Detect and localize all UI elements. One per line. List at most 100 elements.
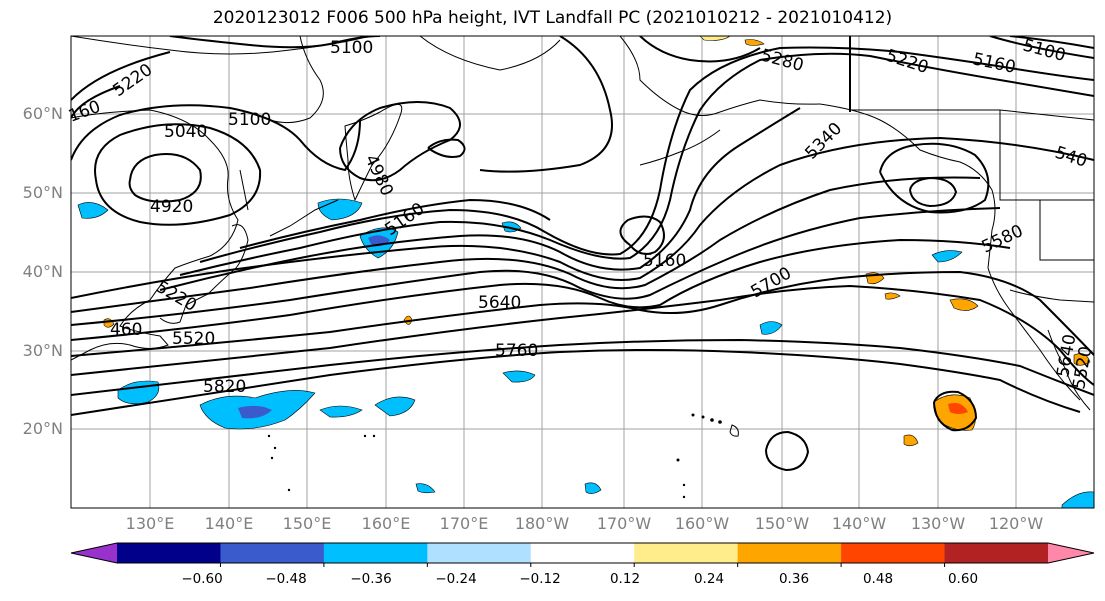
contour-closed-hawaii bbox=[765, 430, 810, 472]
ivt-negative-patch bbox=[584, 482, 602, 494]
ivt-negative-patch bbox=[374, 396, 416, 417]
contour-label-group: 5100 5220 5280 5220 5160 5100 160 5040 5… bbox=[66, 36, 1097, 397]
lon-label: 160°E bbox=[361, 514, 411, 533]
plot-frame bbox=[70, 35, 1095, 509]
lon-label: 140°W bbox=[831, 514, 887, 533]
lon-label: 170°E bbox=[439, 514, 489, 533]
colorbar-segment bbox=[944, 543, 1049, 563]
islands bbox=[267, 413, 722, 499]
alaska-west bbox=[619, 36, 821, 116]
kamchatka bbox=[344, 104, 403, 202]
ivt-positive-patch bbox=[949, 298, 979, 311]
colorbar-tick-label: −0.24 bbox=[435, 571, 477, 587]
lat-label: 20°N bbox=[22, 419, 63, 438]
japan bbox=[159, 224, 249, 324]
ivt-positive-patch bbox=[884, 292, 901, 300]
ivt-negative-patch bbox=[77, 202, 109, 219]
contour-label: 5100 bbox=[228, 110, 271, 130]
colorbar-extend-low bbox=[71, 543, 117, 563]
contour-5160 bbox=[71, 36, 1094, 255]
contour-closed-bering bbox=[427, 138, 466, 158]
colorbar-segment bbox=[220, 543, 325, 563]
contour-5460 bbox=[71, 176, 981, 313]
lat-label: 60°N bbox=[22, 104, 63, 123]
lon-label: 130°E bbox=[125, 514, 175, 533]
ivt-negative-patch bbox=[759, 321, 783, 335]
lat-label: 50°N bbox=[22, 183, 63, 202]
map-title: 2020123012 F006 500 hPa height, IVT Land… bbox=[212, 8, 893, 28]
contour-4920 bbox=[128, 153, 202, 203]
ivt-shading bbox=[77, 36, 1094, 508]
contour-5340 bbox=[159, 107, 801, 291]
chukotka bbox=[419, 36, 561, 71]
ivt-negative-patch bbox=[415, 483, 436, 494]
colorbar-tick-label: 0.12 bbox=[609, 571, 641, 587]
colorbar-segment bbox=[323, 543, 428, 563]
ivt-positive-patch bbox=[1073, 353, 1091, 366]
contour-closed-gulf bbox=[879, 142, 990, 214]
lon-label: 170°W bbox=[596, 514, 652, 533]
kurils bbox=[269, 199, 339, 237]
contour-5580 bbox=[71, 238, 1011, 341]
contour-5640 bbox=[71, 270, 1094, 357]
ivt-positive-patch bbox=[744, 39, 765, 46]
contour-5760 bbox=[71, 338, 1094, 396]
colorbar-segment bbox=[634, 543, 739, 563]
contour-5520 bbox=[71, 207, 1001, 326]
contour-label: 5760 bbox=[495, 341, 538, 361]
contour-label: 5040 bbox=[164, 122, 207, 142]
colorbar-segment bbox=[737, 543, 842, 563]
alaska-peninsula bbox=[639, 129, 721, 166]
colorbar-tick-label: −0.36 bbox=[350, 571, 392, 587]
contour-5820 bbox=[71, 349, 1081, 416]
colorbar-tick-label: 0.36 bbox=[778, 571, 810, 587]
contour-5700 bbox=[71, 284, 1094, 386]
lat-label: 30°N bbox=[22, 341, 63, 360]
ivt-negative-patch bbox=[319, 405, 363, 418]
ivt-negative-patch bbox=[931, 250, 963, 263]
graticule bbox=[71, 36, 1094, 508]
contour-5220 bbox=[71, 46, 1094, 263]
gulf-of-alaska-coast bbox=[819, 103, 1081, 401]
hawaii-island bbox=[729, 424, 739, 437]
contour-5280 bbox=[179, 52, 1094, 276]
contour-label: 4920 bbox=[150, 197, 193, 217]
colorbar-tick-label: −0.12 bbox=[519, 571, 561, 587]
contour-label: 5820 bbox=[203, 377, 246, 397]
colorbar-tick-label: −0.48 bbox=[265, 571, 307, 587]
colorbar-tick-label: 0.48 bbox=[862, 571, 894, 587]
ivt-negative-patch bbox=[1061, 491, 1094, 508]
asia-coast bbox=[71, 109, 239, 361]
lat-label: 40°N bbox=[22, 262, 63, 281]
lon-label: 160°W bbox=[674, 514, 730, 533]
ivt-positive-patch bbox=[948, 403, 968, 414]
contour-label: 5520 bbox=[172, 329, 215, 349]
lon-label: 150°E bbox=[282, 514, 332, 533]
lon-label: 180°W bbox=[514, 514, 570, 533]
contour-label: 5100 bbox=[330, 38, 373, 58]
contour-closed-hawaii-east bbox=[933, 390, 978, 432]
height-contours bbox=[71, 36, 1094, 472]
colorbar-segment bbox=[427, 543, 532, 563]
contour-5100 bbox=[71, 36, 1094, 173]
ivt-positive-patch bbox=[903, 434, 919, 447]
contour-label: 5160 bbox=[643, 251, 686, 271]
colorbar-outline bbox=[70, 542, 1095, 564]
colorbar-segment bbox=[841, 543, 946, 563]
lon-label: 150°W bbox=[754, 514, 810, 533]
contour-label: 5640 bbox=[478, 293, 521, 313]
ivt-negative-patch bbox=[238, 405, 272, 419]
contour-closed-alaska bbox=[909, 176, 958, 208]
colorbar-tick-label: 0.60 bbox=[947, 571, 979, 587]
colorbar-tick-label: 0.24 bbox=[693, 571, 725, 587]
colorbar-tick-label: −0.60 bbox=[181, 571, 223, 587]
contour-5040 bbox=[94, 123, 262, 226]
lon-label: 130°W bbox=[910, 514, 966, 533]
colorbar-segment bbox=[530, 543, 635, 563]
lon-label: 120°W bbox=[988, 514, 1044, 533]
colorbar-extend-high bbox=[1048, 543, 1094, 563]
ivt-negative-patch bbox=[502, 370, 536, 383]
colorbar-segment bbox=[117, 543, 221, 563]
colorbar bbox=[70, 542, 1095, 567]
